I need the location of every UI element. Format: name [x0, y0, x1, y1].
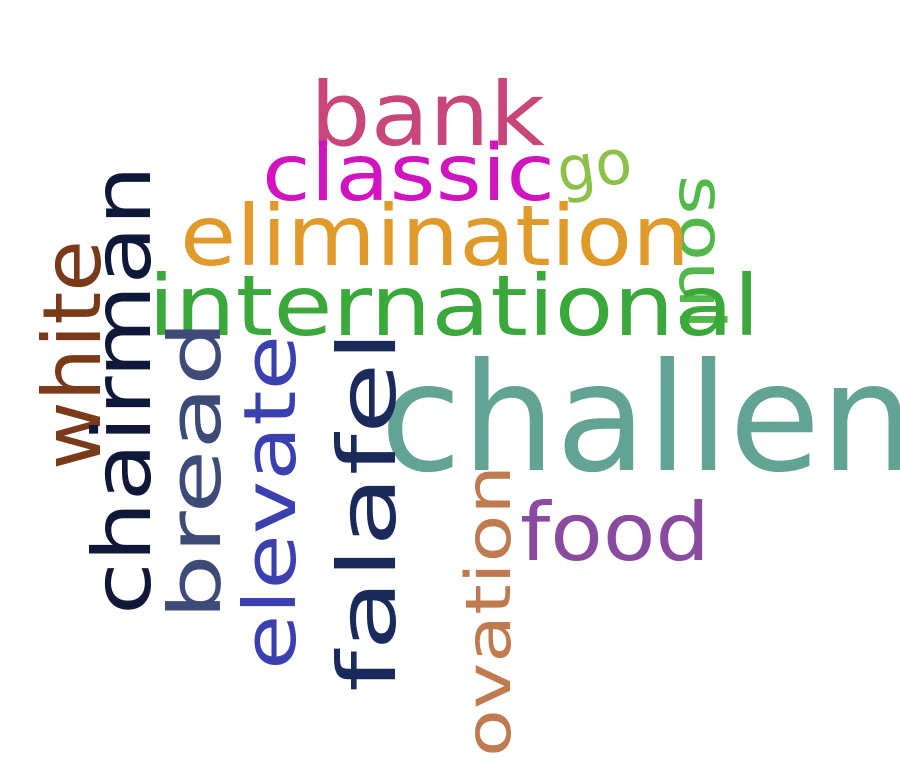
word: soul: [665, 175, 738, 330]
word: elevate: [228, 335, 312, 670]
word: elimination: [180, 187, 690, 285]
word: food: [520, 486, 710, 579]
word: bread: [153, 320, 237, 620]
word: international: [148, 257, 760, 355]
word: go: [552, 124, 636, 207]
word: challenge: [380, 332, 900, 506]
word: falafel: [321, 330, 414, 692]
word: chairman: [76, 165, 169, 615]
word: classic: [262, 129, 555, 219]
word: white: [26, 240, 119, 470]
word: ovation: [452, 465, 525, 757]
word: bank: [310, 63, 545, 166]
